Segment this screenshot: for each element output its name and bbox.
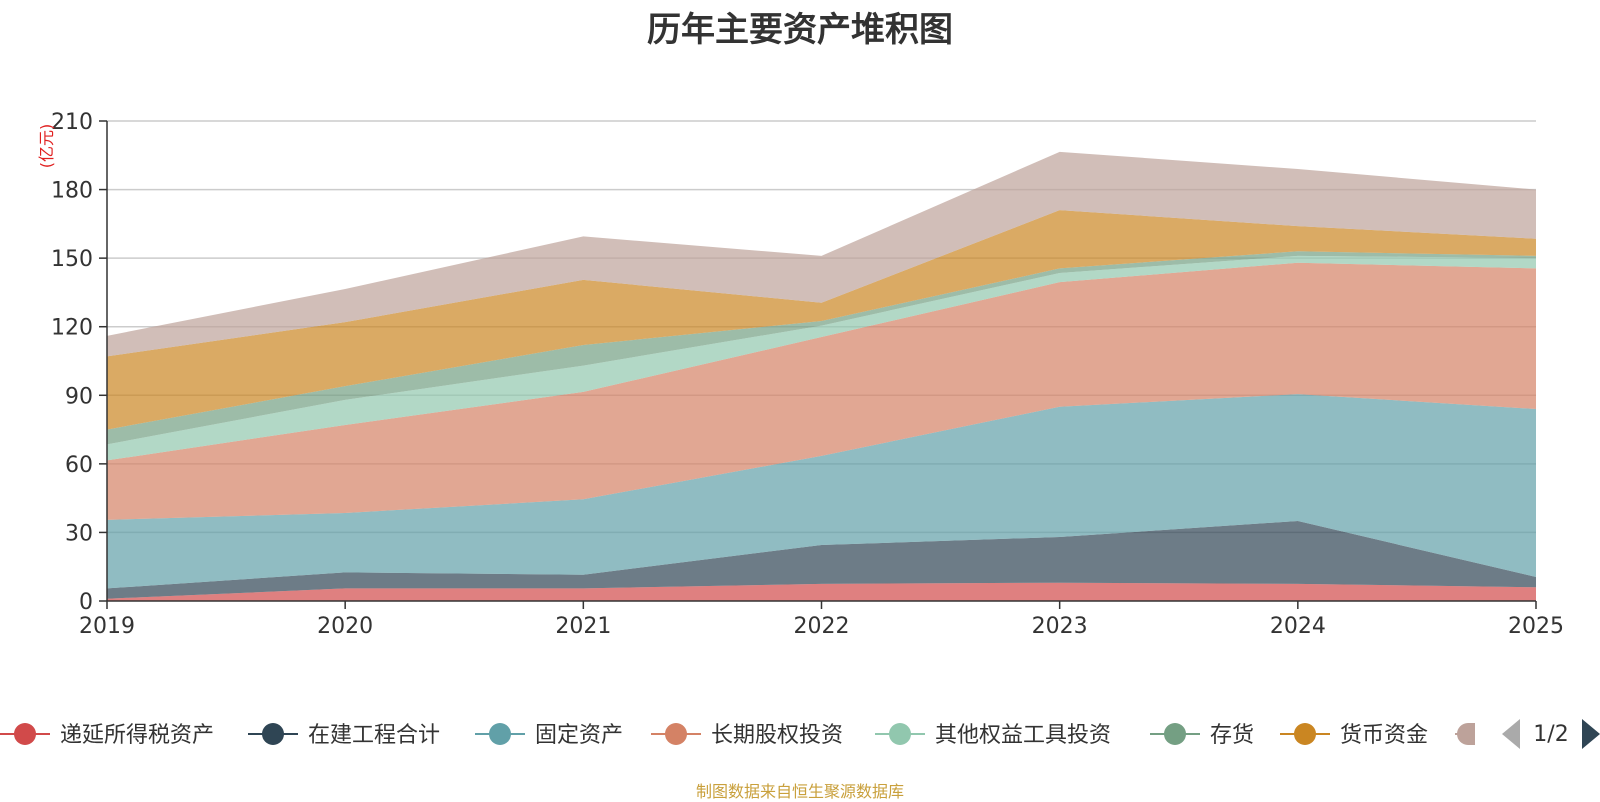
- legend-label: 在建工程合计: [308, 723, 440, 748]
- legend-marker-icon: [489, 723, 511, 745]
- legend-marker-icon: [1457, 723, 1475, 745]
- legend-pager: 1/2: [1502, 719, 1600, 749]
- area-series-在建工程合计: [107, 521, 1536, 599]
- x-tick-label: 2020: [317, 614, 373, 639]
- y-tick-label: 210: [51, 110, 93, 135]
- x-tick-label: 2019: [79, 614, 135, 639]
- x-tick-label: 2023: [1032, 614, 1088, 639]
- legend-page-indicator: 1/2: [1533, 722, 1568, 747]
- legend-item-固定资产[interactable]: 固定资产: [475, 723, 623, 748]
- area-series-固定资产: [107, 394, 1536, 589]
- legend: 递延所得税资产 在建工程合计 固定资产 长期股权投资 其他权益工具投资 存货 货币资金: [0, 723, 1475, 748]
- legend-marker-icon: [1294, 723, 1316, 745]
- x-tick-label: 2024: [1270, 614, 1326, 639]
- triangle-right-icon[interactable]: [1582, 719, 1600, 749]
- legend-marker-icon: [262, 723, 284, 745]
- area-series-递延所得税资产: [107, 582, 1536, 601]
- chart-title: 历年主要资产堆积图: [647, 10, 953, 50]
- triangle-left-icon[interactable]: [1502, 719, 1520, 749]
- y-tick-label: 180: [51, 179, 93, 204]
- legend-item-其他资产[interactable]: [1455, 723, 1475, 745]
- y-axis-unit-label: (亿元): [37, 124, 56, 169]
- legend-label: 货币资金: [1340, 723, 1428, 748]
- source-note: 制图数据来自恒生聚源数据库: [695, 782, 904, 801]
- area-series-货币资金: [107, 210, 1536, 430]
- axes: 0 30 60 90 120 150 180 210 2019 2020 2021 2022 2023 2…: [51, 110, 1564, 639]
- legend-marker-icon: [665, 723, 687, 745]
- y-tick-label: 90: [65, 384, 93, 409]
- area-series-其他资产: [107, 151, 1536, 357]
- legend-marker-icon: [14, 723, 36, 745]
- y-tick-label: 60: [65, 453, 93, 478]
- legend-label: 其他权益工具投资: [935, 723, 1111, 748]
- legend-item-货币资金[interactable]: 货币资金: [1280, 723, 1428, 748]
- legend-label: 固定资产: [535, 723, 623, 748]
- y-tick-label: 0: [79, 590, 93, 615]
- x-tick-label: 2021: [555, 614, 611, 639]
- area-series-长期股权投资: [107, 262, 1536, 520]
- legend-item-存货[interactable]: 存货: [1150, 723, 1254, 748]
- legend-marker-icon: [1164, 723, 1186, 745]
- x-tick-label: 2022: [794, 614, 850, 639]
- x-tick-label: 2025: [1508, 614, 1564, 639]
- legend-item-其他权益工具投资[interactable]: 其他权益工具投资: [875, 723, 1111, 748]
- area-series: [107, 151, 1536, 601]
- legend-label: 存货: [1210, 723, 1254, 748]
- legend-item-长期股权投资[interactable]: 长期股权投资: [651, 723, 843, 748]
- legend-label: 递延所得税资产: [60, 723, 214, 748]
- legend-item-递延所得税资产[interactable]: 递延所得税资产: [0, 723, 214, 748]
- legend-label: 长期股权投资: [711, 723, 843, 748]
- legend-item-在建工程合计[interactable]: 在建工程合计: [248, 723, 440, 748]
- legend-marker-icon: [889, 723, 911, 745]
- y-tick-label: 150: [51, 247, 93, 272]
- y-tick-label: 30: [65, 521, 93, 546]
- y-tick-label: 120: [51, 316, 93, 341]
